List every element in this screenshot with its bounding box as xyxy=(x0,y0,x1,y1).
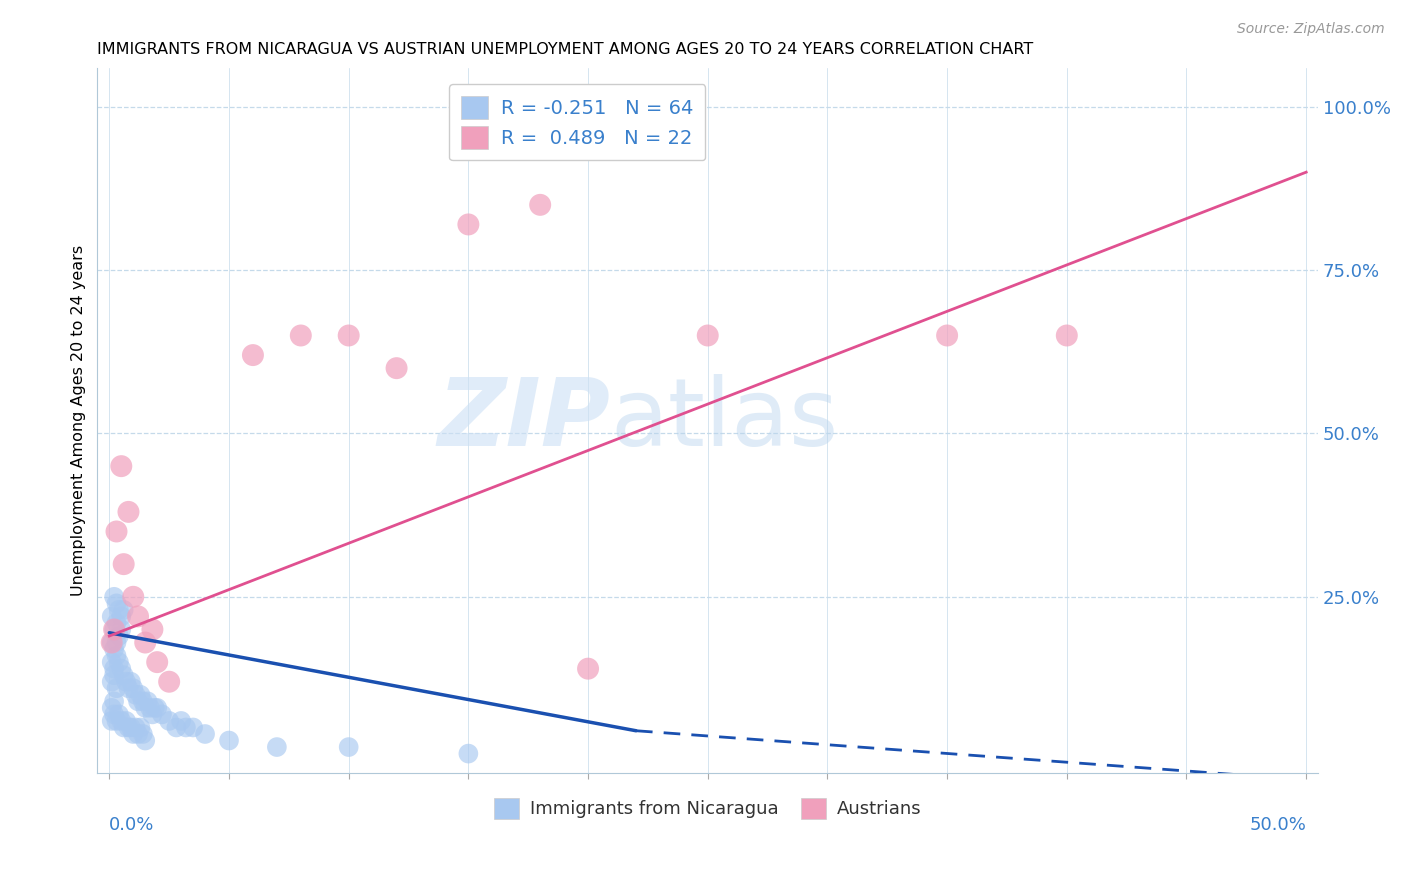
Point xyxy=(120,721,142,735)
Point xyxy=(100,674,122,689)
Point xyxy=(218,733,240,747)
Point xyxy=(103,694,125,708)
Point xyxy=(105,648,128,663)
Point xyxy=(100,655,122,669)
Point xyxy=(100,635,122,649)
Text: Source: ZipAtlas.com: Source: ZipAtlas.com xyxy=(1237,22,1385,37)
Point xyxy=(112,603,135,617)
Point xyxy=(112,721,135,735)
Point xyxy=(103,623,125,637)
Point xyxy=(134,635,156,649)
Legend: Immigrants from Nicaragua, Austrians: Immigrants from Nicaragua, Austrians xyxy=(485,789,931,828)
Point xyxy=(105,714,128,728)
Point xyxy=(108,655,131,669)
Point xyxy=(157,714,180,728)
Point xyxy=(529,198,551,212)
Point xyxy=(115,714,138,728)
Point xyxy=(141,623,163,637)
Point xyxy=(110,714,132,728)
Point xyxy=(181,721,204,735)
Point xyxy=(105,596,128,610)
Point xyxy=(457,218,479,232)
Point xyxy=(337,328,360,343)
Point xyxy=(122,727,145,741)
Point xyxy=(100,714,122,728)
Point xyxy=(103,590,125,604)
Y-axis label: Unemployment Among Ages 20 to 24 years: Unemployment Among Ages 20 to 24 years xyxy=(72,245,86,596)
Point xyxy=(129,688,152,702)
Text: atlas: atlas xyxy=(610,375,838,467)
Point xyxy=(103,642,125,657)
Point xyxy=(157,674,180,689)
Point xyxy=(117,681,139,696)
Point xyxy=(170,714,193,728)
Point xyxy=(100,635,122,649)
Point xyxy=(127,694,149,708)
Point xyxy=(117,505,139,519)
Point xyxy=(112,557,135,571)
Point xyxy=(266,740,288,755)
Point xyxy=(194,727,217,741)
Point xyxy=(103,623,125,637)
Point xyxy=(100,609,122,624)
Point xyxy=(146,655,169,669)
Point xyxy=(134,733,156,747)
Point xyxy=(136,694,159,708)
Point xyxy=(105,681,128,696)
Point xyxy=(127,727,149,741)
Point xyxy=(457,747,479,761)
Text: ZIP: ZIP xyxy=(437,375,610,467)
Point xyxy=(129,721,152,735)
Text: 0.0%: 0.0% xyxy=(110,815,155,833)
Point xyxy=(1056,328,1078,343)
Point xyxy=(122,590,145,604)
Point xyxy=(108,603,131,617)
Point xyxy=(108,707,131,722)
Point xyxy=(124,721,146,735)
Point xyxy=(696,328,718,343)
Point xyxy=(174,721,197,735)
Point xyxy=(127,609,149,624)
Point xyxy=(110,662,132,676)
Point xyxy=(242,348,264,362)
Point xyxy=(103,662,125,676)
Point xyxy=(103,668,125,682)
Point xyxy=(100,701,122,715)
Point xyxy=(115,674,138,689)
Point xyxy=(105,615,128,630)
Point xyxy=(105,524,128,539)
Point xyxy=(290,328,312,343)
Point xyxy=(576,662,599,676)
Point xyxy=(165,721,187,735)
Point xyxy=(103,707,125,722)
Point xyxy=(337,740,360,755)
Point xyxy=(134,701,156,715)
Point xyxy=(936,328,959,343)
Point xyxy=(112,668,135,682)
Text: 50.0%: 50.0% xyxy=(1250,815,1306,833)
Point xyxy=(117,721,139,735)
Point xyxy=(105,635,128,649)
Point xyxy=(132,727,155,741)
Point xyxy=(124,688,146,702)
Point xyxy=(110,609,132,624)
Point xyxy=(139,701,162,715)
Point xyxy=(143,701,166,715)
Text: IMMIGRANTS FROM NICARAGUA VS AUSTRIAN UNEMPLOYMENT AMONG AGES 20 TO 24 YEARS COR: IMMIGRANTS FROM NICARAGUA VS AUSTRIAN UN… xyxy=(97,42,1033,57)
Point xyxy=(141,707,163,722)
Point xyxy=(150,707,173,722)
Point xyxy=(122,681,145,696)
Point xyxy=(108,629,131,643)
Point xyxy=(110,623,132,637)
Point xyxy=(132,694,155,708)
Point xyxy=(110,459,132,474)
Point xyxy=(385,361,408,376)
Point xyxy=(146,701,169,715)
Point xyxy=(120,674,142,689)
